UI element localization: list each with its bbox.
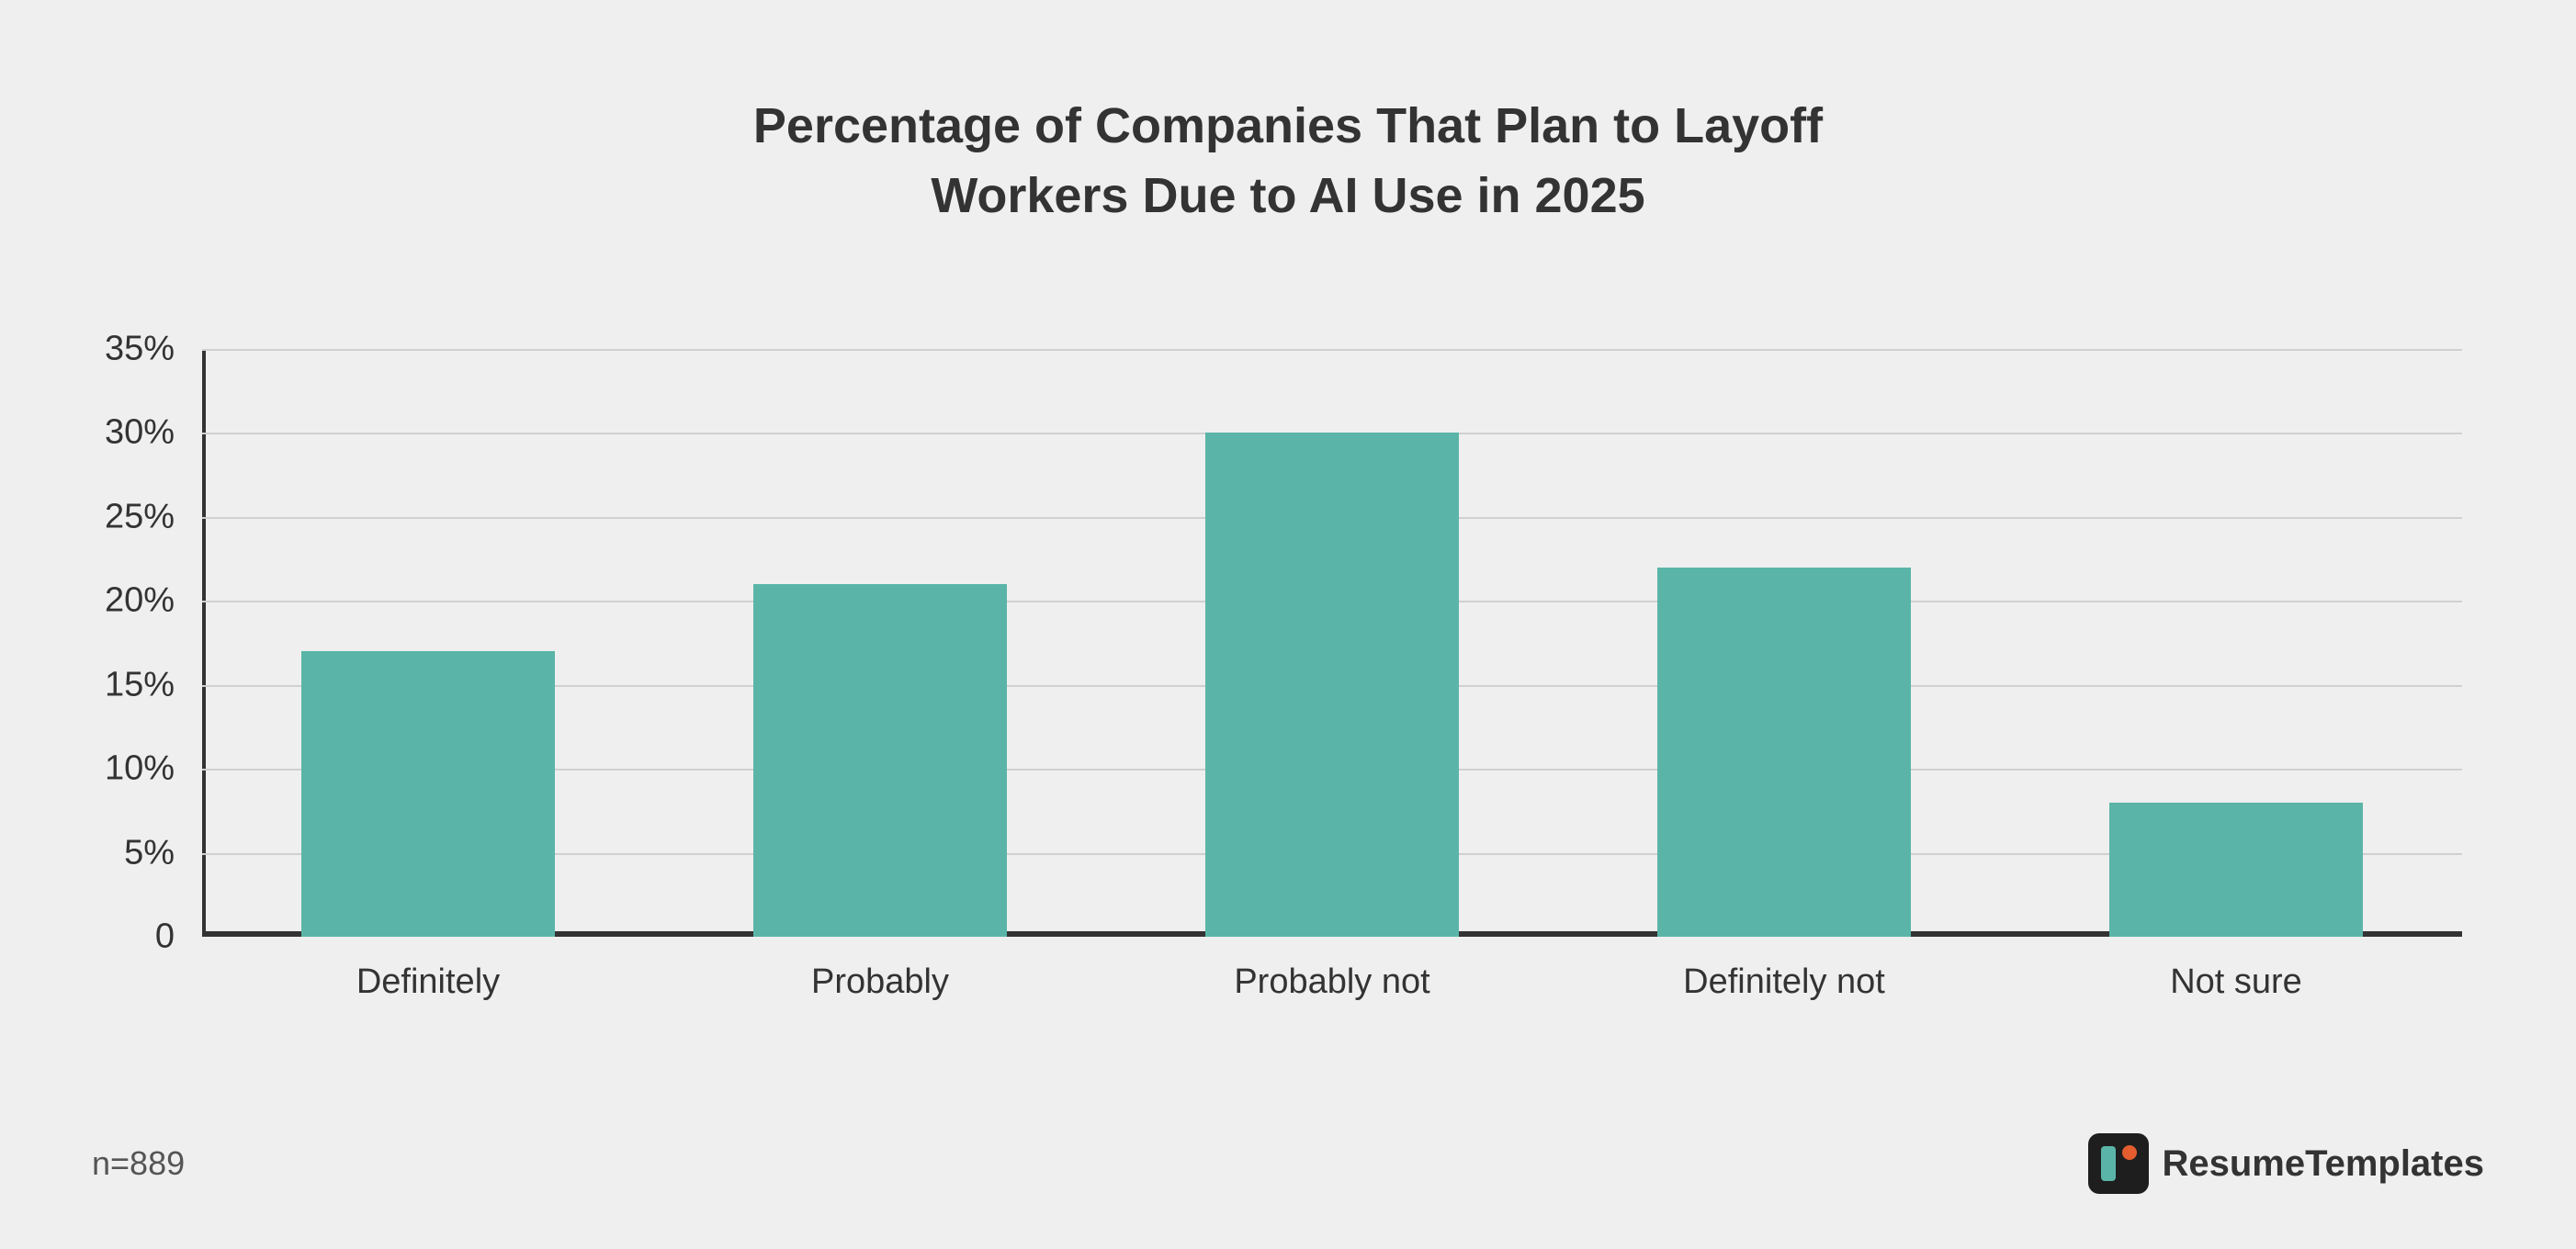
brand-block: ResumeTemplates (2088, 1133, 2484, 1194)
y-tick-label: 30% (105, 413, 202, 453)
y-axis-line (202, 349, 206, 937)
x-tick-label: Not sure (2170, 937, 2302, 1002)
bar (753, 584, 1007, 937)
x-tick-label: Probably not (1234, 937, 1429, 1002)
gridline (202, 349, 2462, 351)
chart-title: Percentage of Companies That Plan to Lay… (0, 92, 2576, 231)
x-tick-label: Definitely not (1683, 937, 1885, 1002)
y-tick-label: 35% (105, 330, 202, 369)
bar (2109, 803, 2363, 937)
brand-name-label: ResumeTemplates (2162, 1143, 2484, 1185)
chart-footer: n=889 ResumeTemplates (92, 1133, 2484, 1194)
brand-logo-icon (2088, 1133, 2149, 1194)
y-tick-label: 0 (155, 917, 202, 957)
x-tick-label: Probably (811, 937, 949, 1002)
y-tick-label: 15% (105, 665, 202, 704)
chart-canvas: Percentage of Companies That Plan to Lay… (0, 0, 2576, 1249)
y-tick-label: 5% (124, 833, 202, 872)
sample-size-label: n=889 (92, 1144, 185, 1183)
y-tick-label: 20% (105, 581, 202, 621)
y-tick-label: 10% (105, 749, 202, 789)
y-tick-label: 25% (105, 497, 202, 536)
bar (1205, 433, 1459, 937)
bar-chart: 05%10%15%20%25%30%35%DefinitelyProbablyP… (202, 349, 2462, 937)
bar (1657, 568, 1911, 937)
bar (301, 651, 555, 937)
plot-area: 05%10%15%20%25%30%35%DefinitelyProbablyP… (202, 349, 2462, 937)
x-tick-label: Definitely (356, 937, 500, 1002)
